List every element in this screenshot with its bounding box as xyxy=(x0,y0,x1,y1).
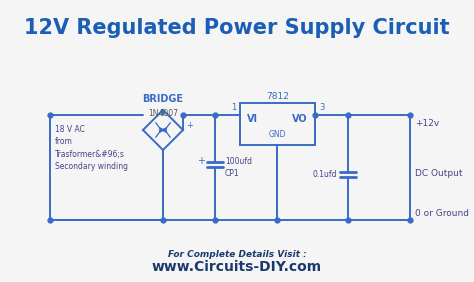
Text: DC Output: DC Output xyxy=(415,169,463,179)
Text: BRIDGE: BRIDGE xyxy=(143,94,183,104)
Text: VI: VI xyxy=(247,114,258,124)
Text: 7812: 7812 xyxy=(266,92,289,101)
Text: +: + xyxy=(197,156,205,166)
Text: www.Circuits-DIY.com: www.Circuits-DIY.com xyxy=(152,260,322,274)
Text: 0.1ufd: 0.1ufd xyxy=(312,170,337,179)
Text: For Complete Details Visit :: For Complete Details Visit : xyxy=(168,250,306,259)
Text: 0 or Ground: 0 or Ground xyxy=(415,209,469,218)
Text: 3: 3 xyxy=(319,103,324,112)
Text: 1N4007: 1N4007 xyxy=(148,109,178,118)
Text: 18 V AC
from
Trasformer&#96;s
Secondary winding: 18 V AC from Trasformer&#96;s Secondary … xyxy=(55,125,128,171)
Text: +12v: +12v xyxy=(415,119,439,128)
Text: GND: GND xyxy=(269,130,286,139)
Text: 12V Regulated Power Supply Circuit: 12V Regulated Power Supply Circuit xyxy=(24,18,450,38)
Text: 1: 1 xyxy=(231,103,236,112)
Bar xyxy=(240,103,315,145)
Text: VO: VO xyxy=(292,114,308,124)
Text: CP1: CP1 xyxy=(225,169,240,178)
Text: 100ufd: 100ufd xyxy=(225,157,252,166)
Text: +: + xyxy=(186,122,193,131)
